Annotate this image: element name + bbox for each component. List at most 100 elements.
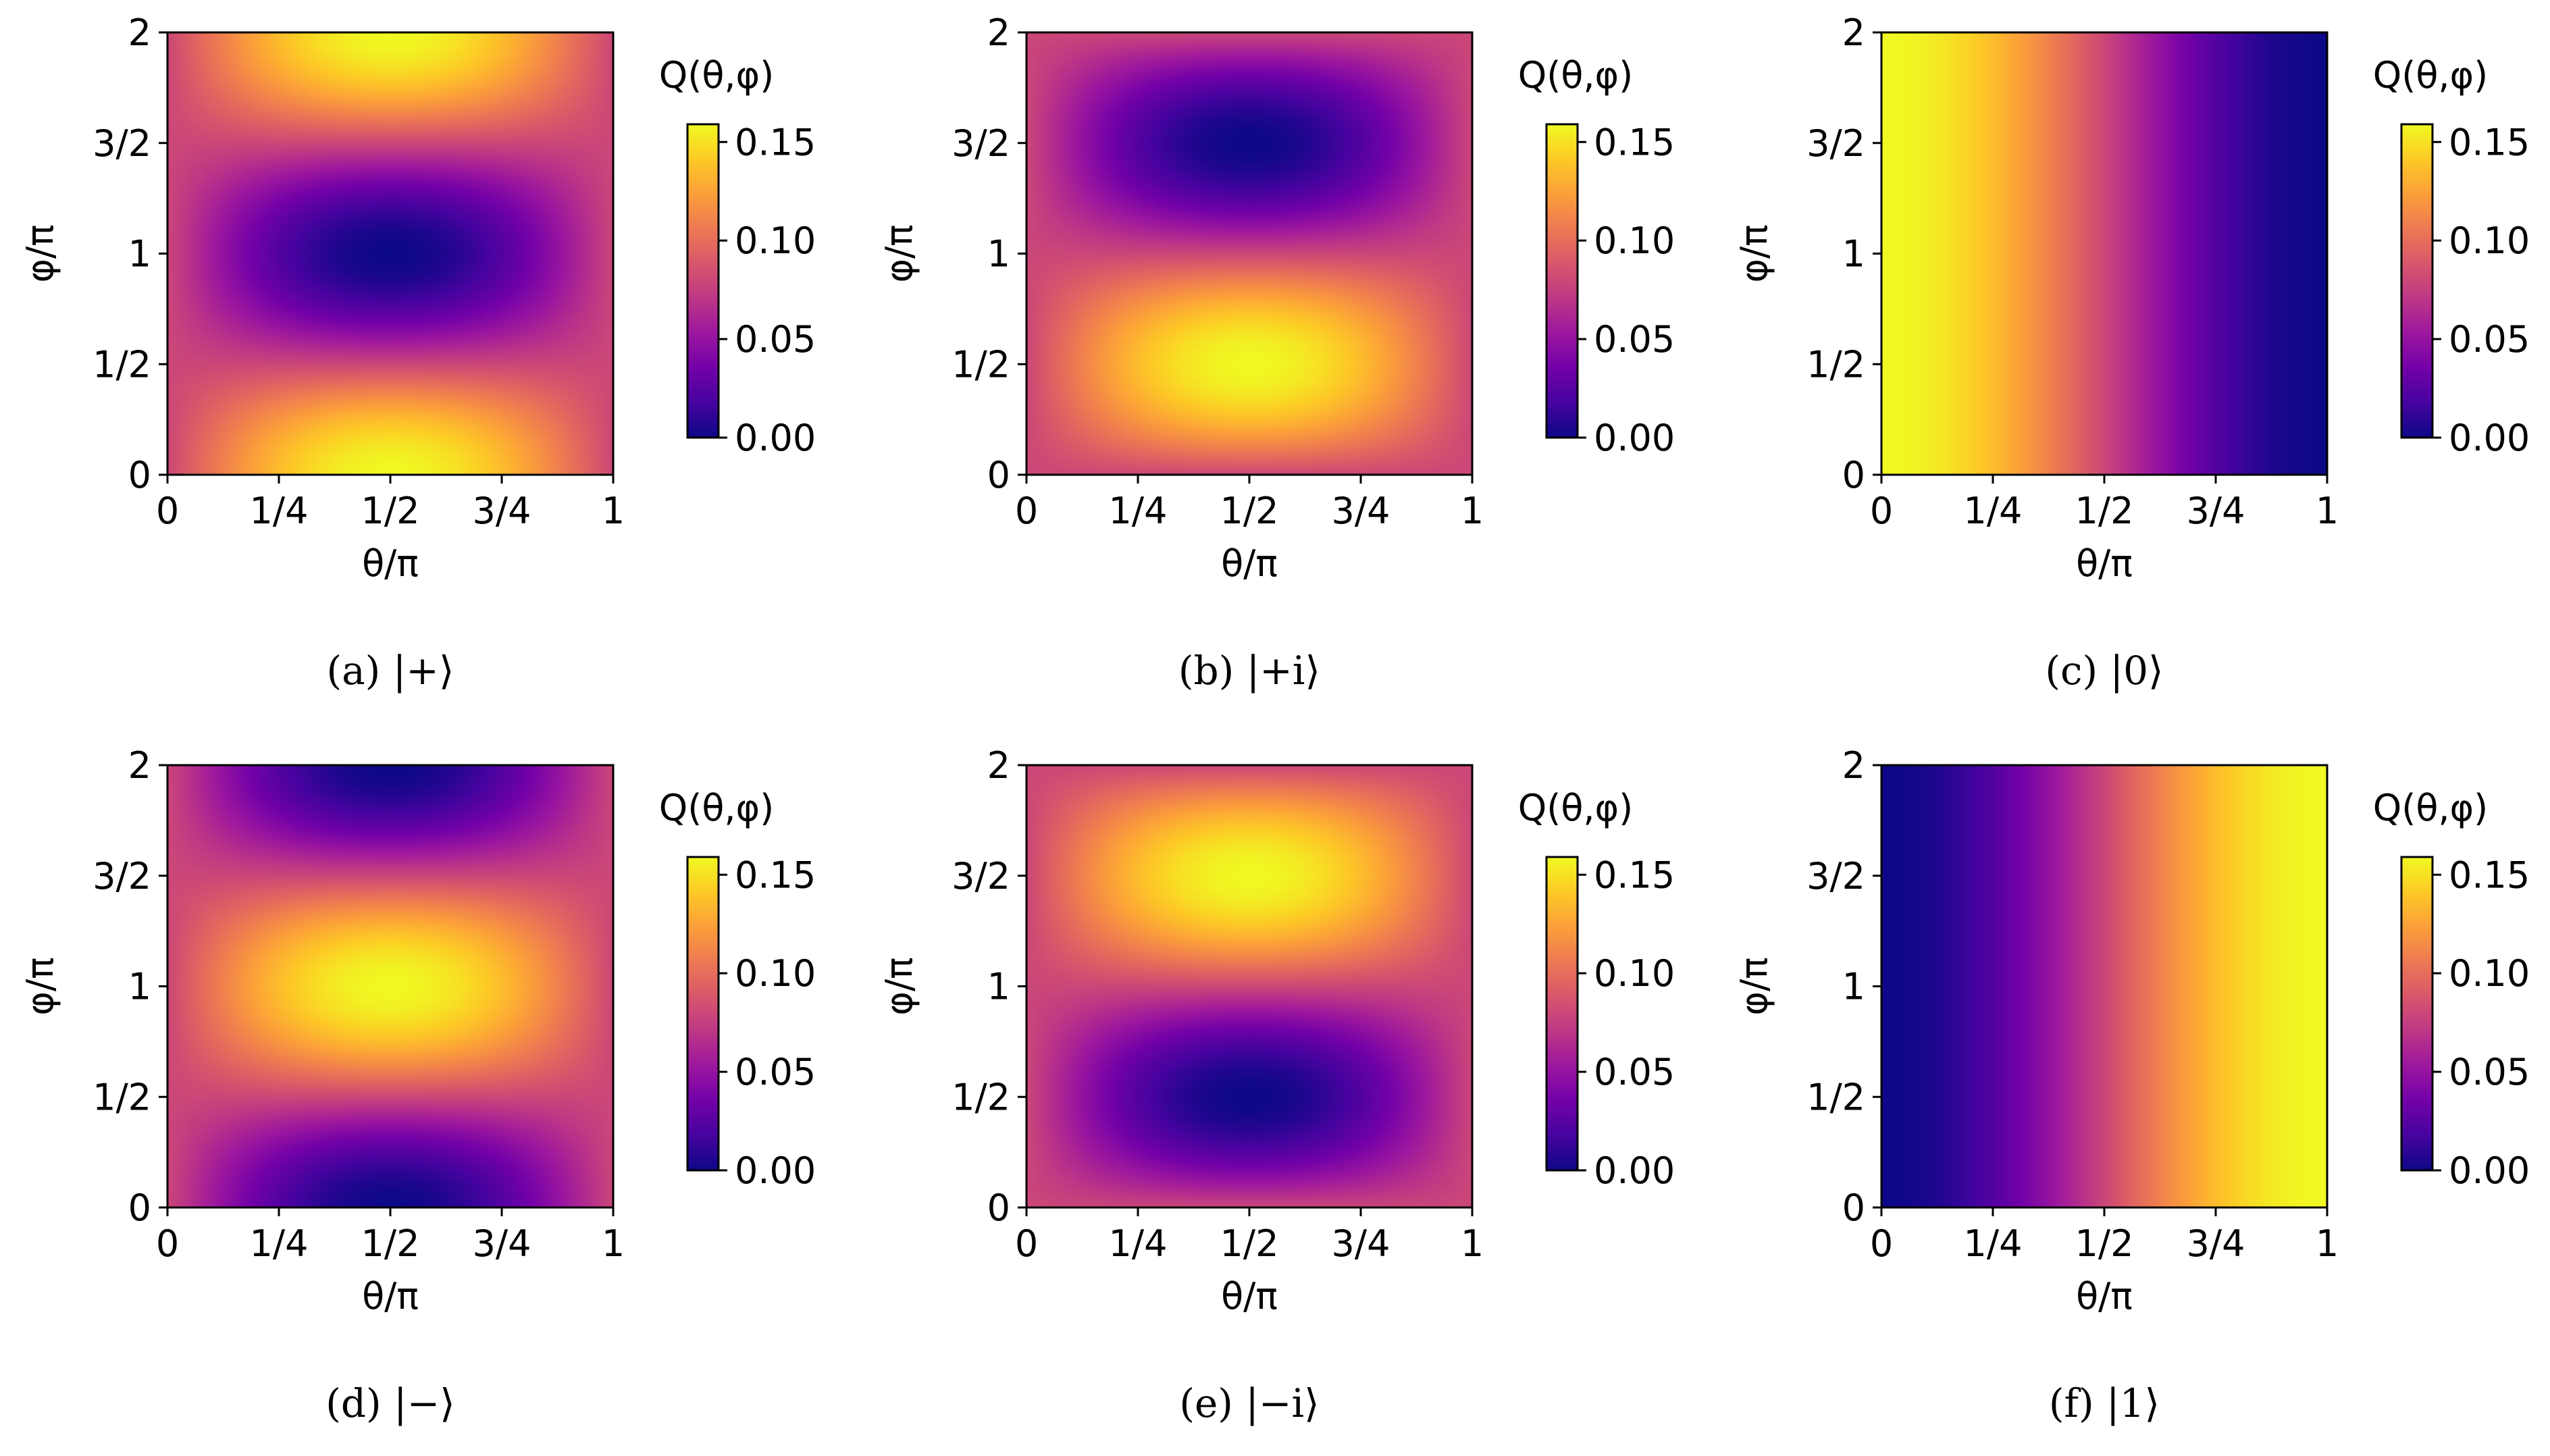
y-tick-label: 1: [987, 966, 1010, 1008]
y-tick-label: 0: [987, 1187, 1010, 1229]
x-tick-label: 1/2: [2075, 1222, 2134, 1265]
x-tick-label: 3/4: [1332, 1222, 1390, 1265]
colorbar-tick-label: 0.10: [1594, 952, 1675, 995]
heatmap-image: [167, 32, 613, 475]
colorbar-tick-label: 0.10: [2449, 219, 2530, 262]
heatmap-image: [1026, 765, 1472, 1207]
y-axis-label: φ/π: [1733, 957, 1775, 1015]
panel-caption: (d) |−⟩: [326, 1380, 455, 1426]
y-tick-label: 1: [128, 233, 151, 276]
panel-caption: (f) |1⟩: [2049, 1380, 2160, 1426]
x-tick-label: 1: [2316, 1222, 2339, 1265]
colorbar-tick-label: 0.00: [735, 1149, 816, 1192]
y-tick-label: 3/2: [1806, 855, 1865, 898]
y-tick-label: 2: [128, 744, 151, 787]
colorbar-tick-label: 0.05: [2449, 1051, 2530, 1093]
x-tick-label: 0: [1015, 490, 1038, 532]
x-tick-label: 1: [602, 490, 625, 532]
colorbar-tick-label: 0.00: [735, 417, 816, 459]
colorbar: 0.00 0.05 0.10 0.15 Q(θ,φ): [659, 54, 816, 459]
x-tick-label: 1: [2316, 490, 2339, 532]
y-tick-label: 2: [128, 11, 151, 54]
y-tick-label: 1/2: [93, 1076, 151, 1118]
y-tick-label: 1/2: [93, 343, 151, 386]
panel-caption: (e) |−i⟩: [1179, 1380, 1319, 1426]
y-tick-label: 1/2: [1806, 343, 1865, 386]
colorbar-tick-label: 0.15: [735, 854, 816, 896]
y-tick-label: 1: [987, 233, 1010, 276]
heatmap-image: [1881, 765, 2327, 1207]
y-axis-label: φ/π: [878, 957, 920, 1015]
colorbar-tick-label: 0.10: [735, 219, 816, 262]
y-axis-label: φ/π: [1733, 224, 1775, 282]
colorbar-tick-label: 0.00: [2449, 1149, 2530, 1192]
colorbar-tick-label: 0.05: [1594, 1051, 1675, 1093]
heatmap-image: [1881, 32, 2327, 475]
y-tick-label: 1: [1842, 966, 1865, 1008]
colorbar-gradient: [686, 123, 720, 439]
x-tick-label: 0: [156, 490, 179, 532]
colorbar: 0.00 0.05 0.10 0.15 Q(θ,φ): [2373, 54, 2530, 459]
colorbar-tick-label: 0.10: [2449, 952, 2530, 995]
colorbar: 0.00 0.05 0.10 0.15 Q(θ,φ): [2373, 787, 2530, 1192]
colorbar-label: Q(θ,φ): [659, 54, 774, 97]
x-tick-label: 1/4: [1964, 490, 2023, 532]
y-tick-label: 1/2: [1806, 1076, 1865, 1118]
y-axis-label: φ/π: [19, 957, 61, 1015]
panel-caption: (c) |0⟩: [2045, 648, 2163, 694]
y-tick-label: 1/2: [952, 1076, 1010, 1118]
colorbar-tick-label: 0.05: [1594, 318, 1675, 361]
x-tick-label: 1/2: [361, 1222, 420, 1265]
x-tick-label: 3/4: [2187, 490, 2245, 532]
colorbar-tick-label: 0.00: [1594, 1149, 1675, 1192]
colorbar-gradient: [1545, 856, 1579, 1172]
panel-c: 0 1/4 1/2 3/4 101/213/22θ/πφ/π0.000.050.100.…: [1733, 11, 2530, 694]
colorbar-gradient: [1545, 123, 1579, 439]
colorbar-tick-label: 0.15: [1594, 121, 1675, 163]
x-tick-label: 1/4: [250, 490, 309, 532]
x-tick-label: 1: [602, 1222, 625, 1265]
colorbar-gradient: [686, 856, 720, 1172]
x-tick-label: 1/4: [1109, 490, 1168, 532]
x-axis-label: θ/π: [362, 1275, 419, 1318]
y-tick-label: 2: [987, 11, 1010, 54]
y-tick-label: 3/2: [952, 855, 1010, 898]
x-axis-label: θ/π: [1221, 542, 1278, 585]
colorbar-tick-label: 0.15: [1594, 854, 1675, 896]
colorbar: 0.00 0.05 0.10 0.15 Q(θ,φ): [1518, 787, 1675, 1192]
colorbar-label: Q(θ,φ): [2373, 787, 2488, 829]
colorbar-tick-label: 0.15: [2449, 121, 2530, 163]
x-tick-label: 1: [1461, 490, 1484, 532]
x-tick-label: 0: [1015, 1222, 1038, 1265]
x-tick-label: 1: [1461, 1222, 1484, 1265]
colorbar-label: Q(θ,φ): [1518, 54, 1633, 97]
y-tick-label: 0: [987, 454, 1010, 496]
colorbar-tick-label: 0.05: [2449, 318, 2530, 361]
colorbar-label: Q(θ,φ): [659, 787, 774, 829]
x-axis-label: θ/π: [2076, 542, 2133, 585]
y-tick-label: 2: [987, 744, 1010, 787]
x-tick-label: 1/4: [1964, 1222, 2023, 1265]
y-tick-label: 1: [1842, 233, 1865, 276]
y-tick-label: 3/2: [1806, 122, 1865, 165]
panel-a: 0 1/4 1/2 3/4 101/213/22θ/πφ/π0.000.050.100.…: [19, 11, 816, 694]
panel-caption: (a) |+⟩: [326, 648, 454, 694]
y-axis-label: φ/π: [878, 224, 920, 282]
y-tick-label: 2: [1842, 744, 1865, 787]
panel-f: 0 1/4 1/2 3/4 101/213/22θ/πφ/π0.000.050.100.…: [1733, 744, 2530, 1426]
colorbar-gradient: [2400, 123, 2434, 439]
x-tick-label: 3/4: [473, 490, 531, 532]
y-tick-label: 0: [1842, 454, 1865, 496]
y-tick-label: 2: [1842, 11, 1865, 54]
y-tick-label: 0: [1842, 1187, 1865, 1229]
x-tick-label: 1/4: [250, 1222, 309, 1265]
x-axis-label: θ/π: [1221, 1275, 1278, 1318]
panel-b: 0 1/4 1/2 3/4 101/213/22θ/πφ/π0.000.050.100.…: [878, 11, 1675, 694]
x-tick-label: 3/4: [2187, 1222, 2245, 1265]
heatmap-image: [1026, 32, 1472, 475]
x-tick-label: 3/4: [1332, 490, 1390, 532]
colorbar-tick-label: 0.10: [735, 952, 816, 995]
y-tick-label: 3/2: [93, 855, 151, 898]
x-tick-label: 3/4: [473, 1222, 531, 1265]
